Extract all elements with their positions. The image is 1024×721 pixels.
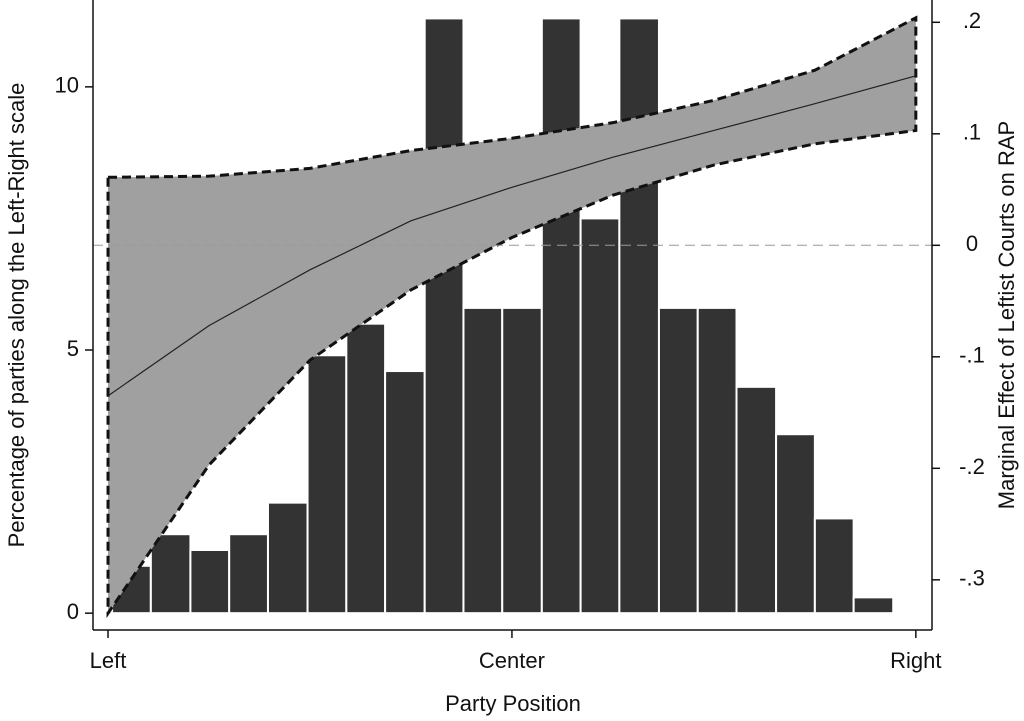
bar — [345, 322, 387, 615]
y-axis-title: Percentage of parties along the Left-Rig… — [4, 83, 29, 548]
bar — [149, 533, 192, 615]
bar — [696, 306, 738, 615]
bar — [657, 306, 699, 615]
y2-tick-label: -.1 — [959, 343, 985, 368]
bar — [189, 549, 231, 615]
confidence-band — [106, 15, 918, 619]
y2-axis-title: Marginal Effect of Leftist Courts on RAP — [994, 121, 1019, 509]
x-axis-title: Party Position — [445, 691, 581, 716]
bar — [306, 354, 348, 615]
bar — [266, 501, 309, 615]
bar — [228, 533, 269, 615]
bar — [501, 306, 543, 615]
x-tick-label: Center — [479, 648, 545, 673]
bar — [384, 370, 426, 615]
x-tick-label: Left — [90, 648, 127, 673]
bar — [618, 17, 660, 615]
y-tick-label: 0 — [67, 599, 79, 624]
y2-tick-label: .1 — [963, 120, 981, 145]
bar — [735, 385, 778, 615]
y-tick-label: 10 — [55, 73, 79, 98]
bar — [579, 217, 621, 615]
bar — [852, 596, 895, 615]
bar — [813, 517, 855, 615]
x-tick-label: Right — [890, 648, 941, 673]
effect-line — [107, 75, 917, 397]
bar — [775, 433, 816, 615]
y2-tick-label: .2 — [963, 8, 981, 33]
y2-tick-label: -.2 — [959, 454, 985, 479]
y2-tick-label: -.3 — [959, 566, 985, 591]
bar — [423, 17, 465, 615]
bar — [462, 306, 504, 615]
y-tick-label: 5 — [67, 336, 79, 361]
bar — [540, 17, 582, 615]
y2-tick-label: 0 — [966, 231, 978, 256]
